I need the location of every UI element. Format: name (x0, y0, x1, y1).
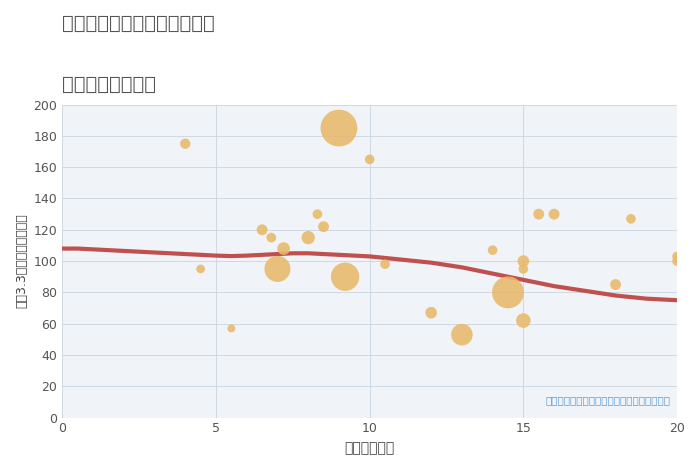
Point (312, 211, 323, 218)
Point (278, 245, 289, 252)
Y-axis label: 坪（3.3㎡）単価（万円）: 坪（3.3㎡）単価（万円） (15, 214, 28, 308)
Point (487, 246, 498, 254)
Point (272, 265, 283, 273)
Point (518, 317, 529, 324)
Point (379, 260, 391, 268)
Point (610, 281, 621, 288)
Text: 円の大きさは、取引のあった物件面積を示す: 円の大きさは、取引のあった物件面積を示す (546, 395, 671, 405)
Point (625, 215, 636, 223)
Point (340, 273, 351, 281)
Point (364, 156, 375, 163)
Point (333, 124, 344, 132)
Point (518, 258, 529, 265)
Point (518, 265, 529, 273)
Point (256, 226, 267, 234)
Point (266, 234, 277, 242)
Point (180, 140, 191, 148)
Point (426, 309, 437, 316)
Point (456, 331, 468, 338)
Point (195, 265, 206, 273)
Point (533, 211, 545, 218)
Point (671, 258, 682, 265)
X-axis label: 駅距離（分）: 駅距離（分） (344, 441, 395, 455)
Text: 駅距離別土地価格: 駅距離別土地価格 (62, 75, 156, 94)
Point (226, 325, 237, 332)
Point (318, 223, 329, 230)
Point (503, 289, 514, 296)
Point (302, 234, 314, 242)
Text: 兵庫県西宮市甲子園網引町の: 兵庫県西宮市甲子園網引町の (62, 14, 215, 33)
Point (671, 253, 682, 260)
Point (549, 211, 560, 218)
